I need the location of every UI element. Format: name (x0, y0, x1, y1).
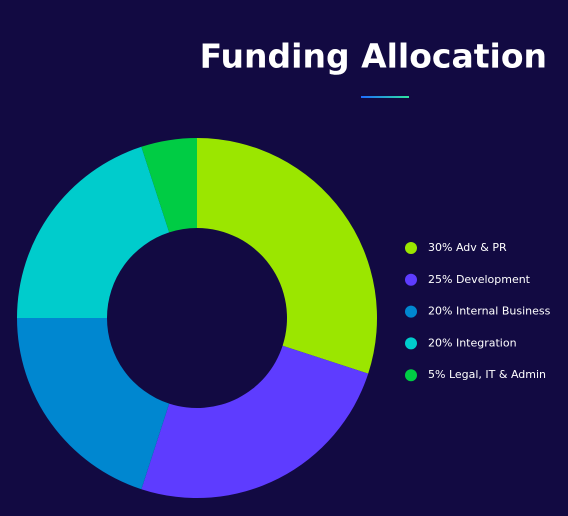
legend-marker (405, 305, 417, 318)
donut (17, 138, 377, 499)
slice (141, 138, 197, 233)
legend-marker (405, 337, 417, 350)
legend-marker (405, 273, 417, 286)
slice (197, 138, 377, 374)
chart-title: Funding Allocation (200, 37, 547, 76)
title-underline (361, 96, 409, 98)
legend-label: 20% Integration (428, 336, 517, 349)
legend-marker (405, 242, 417, 254)
legend-marker (405, 369, 417, 382)
legend-label: 5% Legal, IT & Admin (428, 368, 546, 381)
legend-label: 25% Development (428, 273, 531, 286)
slice (17, 146, 170, 318)
legend-label: 20% Internal Business (428, 305, 551, 318)
slice (141, 345, 369, 499)
legend: 30% Adv & PR 25% Development 20% Internal … (405, 241, 551, 382)
legend-label: 30% Adv & PR (428, 241, 507, 254)
slice (17, 318, 170, 490)
